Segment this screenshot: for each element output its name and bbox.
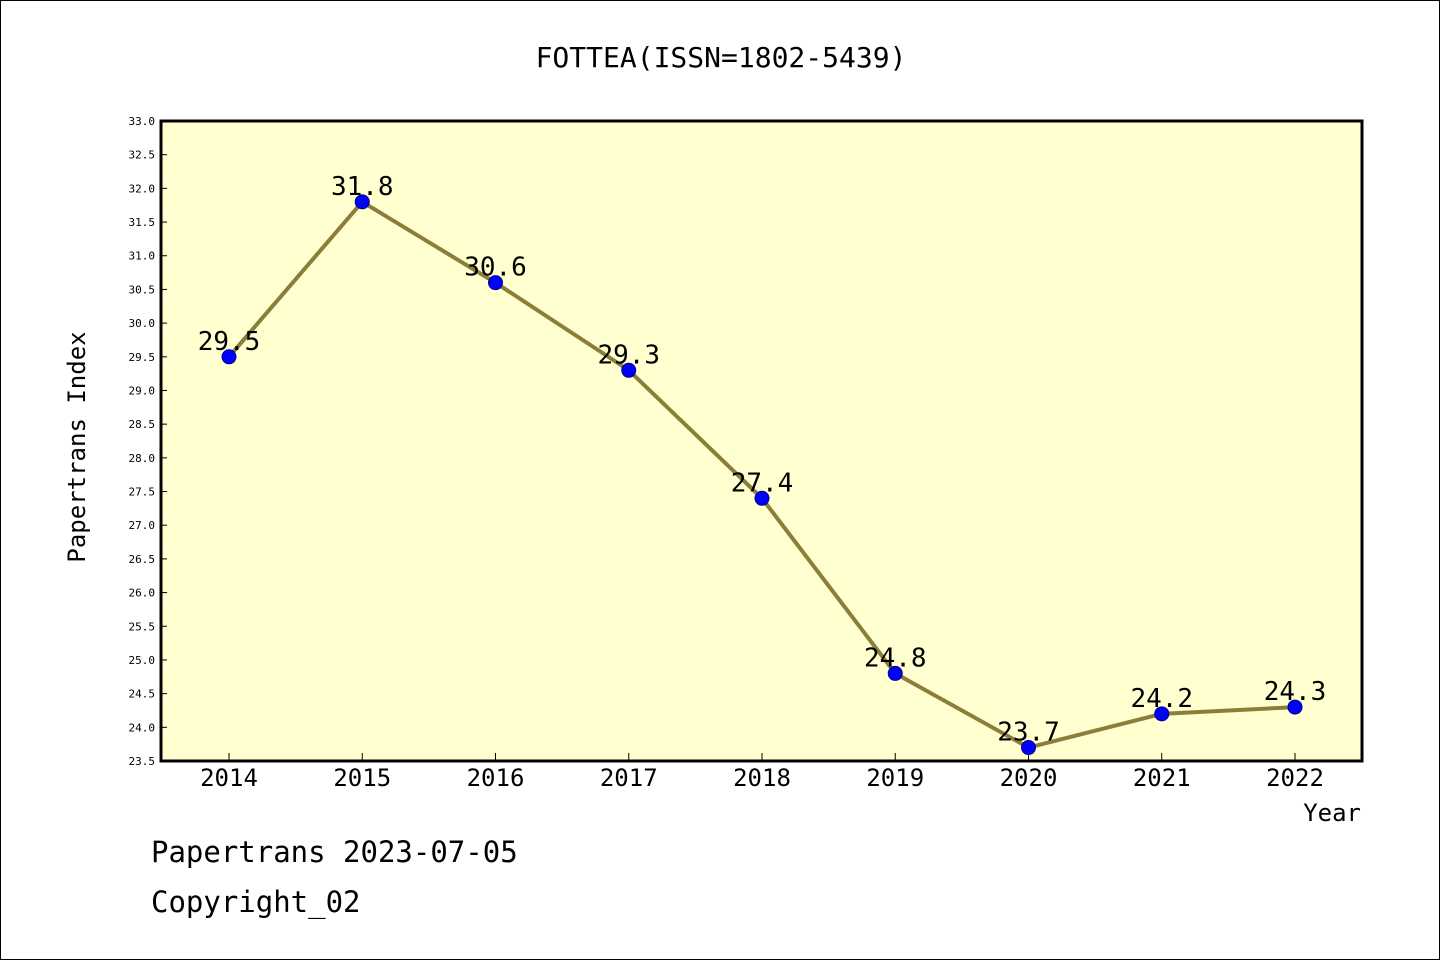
y-tick-label: 25.5	[129, 620, 156, 633]
y-axis-label: Papertrans Index	[63, 331, 91, 562]
data-point	[488, 275, 503, 291]
data-label: 29.3	[597, 340, 660, 370]
x-tick-label: 2014	[200, 764, 258, 792]
y-tick-label: 24.5	[129, 688, 156, 701]
x-tick-label: 2021	[1133, 764, 1191, 792]
y-tick-label: 32.5	[129, 149, 156, 162]
x-axis-label: Year	[1303, 799, 1361, 827]
y-tick-label: 28.5	[129, 418, 156, 431]
y-tick-label: 23.5	[129, 755, 156, 768]
x-tick-label: 2016	[467, 764, 525, 792]
x-axis: 2014 2015 2016 2017 2018 2019 2020 2021 2022	[200, 753, 1324, 792]
y-tick-label: 25.0	[129, 654, 156, 667]
x-tick-label: 2019	[866, 764, 924, 792]
chart-title: FOTTEA(ISSN=1802-5439)	[536, 41, 907, 74]
y-tick-label: 24.0	[129, 721, 156, 734]
data-label: 24.2	[1130, 684, 1193, 714]
y-axis: 23.5 24.0 24.5 25.0 25.5 26.0 26.5 27.0 27.5 28.0…	[129, 115, 167, 768]
y-tick-label: 29.0	[129, 384, 156, 397]
data-point	[754, 490, 770, 506]
y-tick-label: 26.5	[129, 553, 156, 566]
data-label: 23.7	[997, 718, 1060, 748]
y-tick-label: 30.5	[129, 283, 156, 296]
data-point	[354, 194, 370, 210]
data-point	[621, 362, 637, 378]
y-tick-label: 33.0	[129, 115, 156, 128]
data-label: 30.6	[464, 253, 527, 283]
data-point	[1287, 699, 1303, 715]
y-tick-label: 27.0	[129, 519, 156, 532]
data-point	[1021, 740, 1036, 756]
data-point	[221, 349, 237, 365]
plot-area	[159, 119, 1364, 763]
y-tick-label: 31.5	[129, 216, 156, 229]
data-label: 29.5	[198, 327, 261, 357]
data-label: 27.4	[731, 468, 794, 498]
y-tick-label: 31.0	[129, 250, 156, 263]
data-label: 31.8	[331, 172, 394, 202]
x-tick-label: 2015	[333, 764, 391, 792]
footer-copyright: Copyright_02	[151, 885, 361, 919]
y-tick-label: 26.0	[129, 587, 156, 600]
y-tick-label: 30.0	[129, 317, 156, 330]
data-series: 29.5 31.8 30.6 29.3 27.4 24.8 23.7 24.2 24.3	[198, 172, 1327, 756]
y-tick-label: 32.0	[129, 182, 156, 195]
footer-date-line: Papertrans 2023-07-05	[151, 835, 518, 869]
data-point	[1154, 706, 1170, 722]
x-tick-label: 2017	[600, 764, 658, 792]
data-point	[887, 665, 903, 681]
x-tick-label: 2018	[733, 764, 791, 792]
data-label: 24.3	[1264, 677, 1327, 707]
y-tick-label: 28.0	[129, 452, 156, 465]
y-tick-label: 29.5	[129, 351, 156, 364]
x-tick-label: 2020	[1000, 764, 1058, 792]
x-tick-label: 2022	[1266, 764, 1324, 792]
y-tick-label: 27.5	[129, 486, 156, 499]
data-label: 24.8	[864, 643, 927, 673]
